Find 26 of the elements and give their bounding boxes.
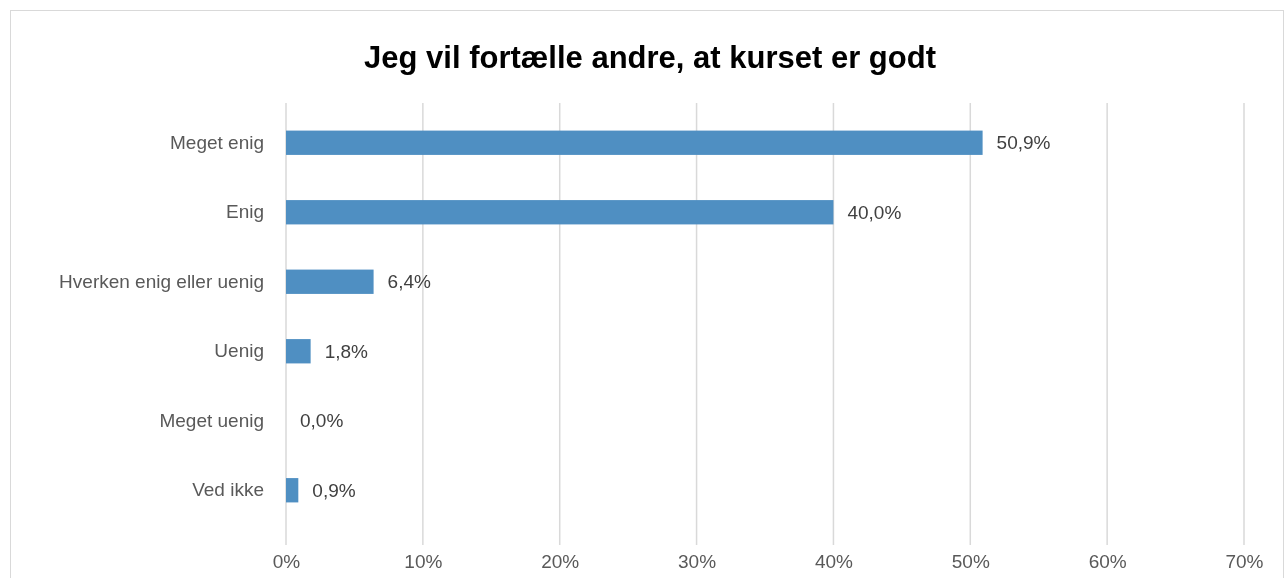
bar (286, 130, 983, 155)
x-tick-label: 10% (404, 551, 443, 573)
bar (286, 339, 311, 364)
x-tick-label: 40% (814, 551, 854, 573)
bar (286, 478, 299, 503)
x-tick-label: 50% (951, 551, 990, 573)
data-label: 1,8% (324, 340, 369, 362)
y-tick-label: Uenig (214, 340, 264, 362)
bar (286, 200, 834, 225)
data-label: 0,0% (300, 410, 344, 432)
x-tick-label: 30% (678, 551, 717, 573)
data-label: 40,0% (847, 201, 902, 223)
data-label: 6,4% (387, 271, 431, 293)
x-tick-label: 0% (272, 551, 301, 573)
data-label: 0,9% (312, 479, 356, 501)
chart-title: Jeg vil fortælle andre, at kurset er godt (364, 40, 936, 75)
y-tick-label: Meget uenig (159, 409, 264, 431)
y-tick-label: Ved ikke (192, 479, 264, 501)
y-tick-label: Meget enig (169, 131, 264, 153)
x-tick-label: 20% (541, 551, 580, 573)
x-tick-label: 70% (1225, 551, 1264, 573)
y-tick-label: Hverken enig eller uenig (59, 270, 264, 292)
y-tick-label: Enig (225, 201, 264, 223)
data-label: 50,9% (996, 132, 1051, 154)
x-tick-label: 60% (1088, 551, 1127, 573)
bar (286, 269, 374, 294)
